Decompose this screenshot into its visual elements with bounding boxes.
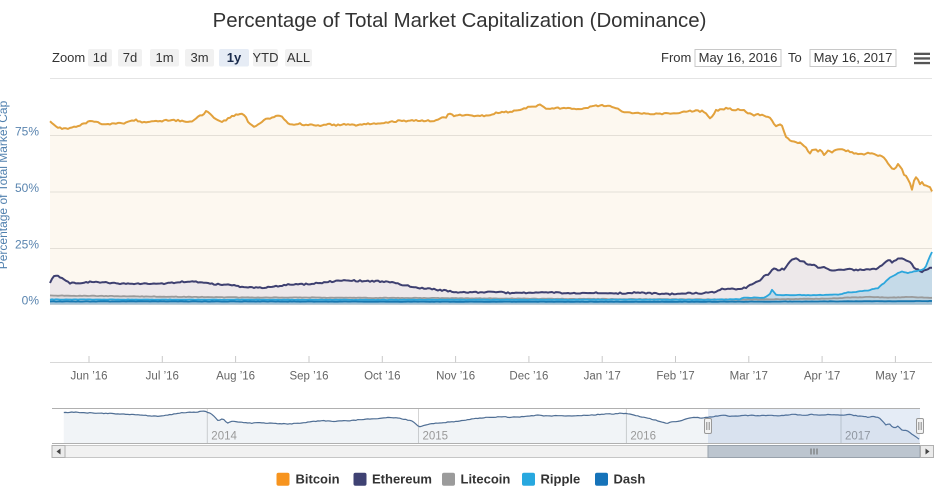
svg-text:0%: 0% xyxy=(22,294,40,308)
svg-text:Percentage of Total Market Cap: Percentage of Total Market Cap xyxy=(0,100,10,269)
svg-text:Dash: Dash xyxy=(614,472,646,487)
svg-text:Mar ’17: Mar ’17 xyxy=(730,371,768,383)
svg-text:May 16, 2016: May 16, 2016 xyxy=(699,50,778,65)
svg-text:Apr ’17: Apr ’17 xyxy=(804,371,840,383)
svg-text:Zoom: Zoom xyxy=(52,50,85,65)
svg-text:7d: 7d xyxy=(123,50,137,65)
svg-text:3m: 3m xyxy=(190,50,208,65)
svg-text:To: To xyxy=(788,50,802,65)
svg-text:Ethereum: Ethereum xyxy=(372,472,432,487)
svg-text:Nov ’16: Nov ’16 xyxy=(436,371,475,383)
svg-text:May ’17: May ’17 xyxy=(875,371,915,383)
svg-text:From: From xyxy=(661,50,691,65)
svg-text:YTD: YTD xyxy=(253,50,279,65)
svg-text:ALL: ALL xyxy=(287,50,310,65)
svg-text:Oct ’16: Oct ’16 xyxy=(364,371,400,383)
svg-text:Jun ’16: Jun ’16 xyxy=(70,371,107,383)
svg-text:2016: 2016 xyxy=(630,431,656,443)
svg-text:25%: 25% xyxy=(15,238,39,252)
svg-text:2015: 2015 xyxy=(423,431,449,443)
svg-text:2014: 2014 xyxy=(211,431,237,443)
svg-text:Dec ’16: Dec ’16 xyxy=(509,371,548,383)
svg-text:Bitcoin: Bitcoin xyxy=(296,472,340,487)
svg-text:Litecoin: Litecoin xyxy=(461,472,511,487)
svg-text:1y: 1y xyxy=(227,50,242,65)
svg-text:Ripple: Ripple xyxy=(541,472,581,487)
svg-text:Feb ’17: Feb ’17 xyxy=(656,371,694,383)
svg-text:2017: 2017 xyxy=(845,431,871,443)
svg-text:May 16, 2017: May 16, 2017 xyxy=(814,50,893,65)
svg-text:Jul ’16: Jul ’16 xyxy=(146,371,179,383)
svg-text:Jan ’17: Jan ’17 xyxy=(584,371,621,383)
svg-text:Percentage of Total Market Cap: Percentage of Total Market Capitalizatio… xyxy=(213,10,707,32)
svg-text:Aug ’16: Aug ’16 xyxy=(216,371,255,383)
svg-text:50%: 50% xyxy=(15,181,39,195)
svg-text:1d: 1d xyxy=(93,50,107,65)
svg-text:1m: 1m xyxy=(155,50,173,65)
svg-text:75%: 75% xyxy=(15,125,39,139)
svg-text:Sep ’16: Sep ’16 xyxy=(289,371,328,383)
